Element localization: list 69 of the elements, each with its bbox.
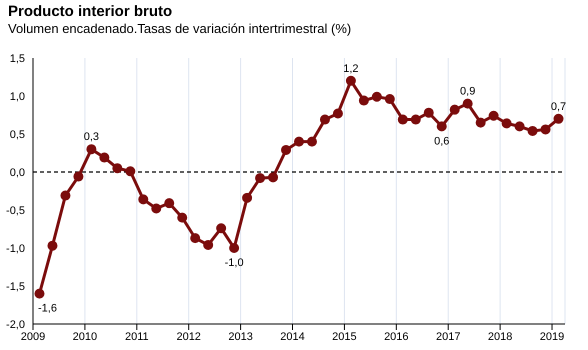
point	[358, 96, 369, 106]
point	[268, 172, 278, 182]
point	[73, 172, 84, 182]
y-tick-label: 1,5	[10, 52, 25, 65]
point	[99, 152, 110, 163]
data-label: 0,7	[550, 100, 566, 113]
point	[488, 110, 499, 121]
chart-title: Producto interior bruto	[8, 3, 172, 20]
point	[164, 198, 174, 208]
point	[554, 114, 564, 124]
y-tick-label: -2,0	[6, 318, 25, 331]
point	[306, 136, 317, 147]
x-tick-label: 2011	[124, 330, 149, 343]
data-label: -1,6	[38, 302, 57, 315]
x-tick-label: 2019	[540, 330, 564, 343]
x-tick-label: 2015	[332, 330, 357, 343]
chart-subtitle: Volumen encadenado.Tasas de variación intertrimestral (%)	[8, 21, 352, 36]
data-label: 0,6	[434, 135, 450, 148]
point	[320, 114, 330, 125]
point	[125, 166, 136, 176]
y-tick-label: -0,5	[6, 204, 25, 217]
point	[86, 144, 96, 154]
point	[502, 118, 512, 128]
point	[112, 163, 122, 174]
x-tick-label: 2010	[72, 330, 98, 343]
point	[540, 124, 551, 134]
point	[436, 121, 447, 132]
point	[60, 190, 70, 201]
point	[384, 94, 395, 104]
point	[203, 240, 214, 250]
point	[255, 173, 266, 184]
data-label: -1,0	[224, 257, 244, 269]
x-tick-label: 2017	[436, 330, 460, 343]
x-tick-label: 2018	[488, 330, 512, 343]
point	[242, 192, 252, 203]
point	[346, 76, 356, 86]
point	[138, 194, 148, 204]
point	[424, 108, 434, 118]
y-tick-label: -1,5	[6, 280, 25, 293]
point	[372, 92, 382, 102]
x-tick-label: 2012	[176, 330, 201, 343]
y-tick-label: -1,0	[6, 242, 25, 255]
point	[450, 104, 460, 115]
data-label: 0,9	[460, 86, 476, 98]
point	[514, 121, 525, 132]
point	[190, 233, 200, 244]
y-tick-label: 0,0	[10, 166, 25, 179]
point	[476, 118, 486, 128]
point	[410, 114, 421, 125]
point	[462, 98, 473, 109]
point	[34, 288, 44, 299]
point	[528, 126, 538, 136]
data-label: 1,2	[343, 62, 359, 75]
point	[398, 114, 408, 125]
x-tick-label: 2014	[280, 330, 305, 343]
y-tick-label: 1,0	[10, 90, 25, 103]
x-tick-label: 2013	[228, 330, 253, 343]
point	[281, 144, 292, 155]
point	[47, 240, 58, 251]
point	[229, 243, 240, 253]
point	[332, 108, 343, 118]
point	[216, 223, 226, 234]
point	[177, 212, 188, 223]
data-label: 0,3	[84, 131, 100, 144]
x-tick-label: 2009	[20, 330, 46, 343]
point	[151, 203, 162, 214]
x-tick-label: 2016	[384, 330, 409, 343]
y-tick-label: 0,5	[10, 128, 25, 141]
point	[294, 136, 304, 147]
